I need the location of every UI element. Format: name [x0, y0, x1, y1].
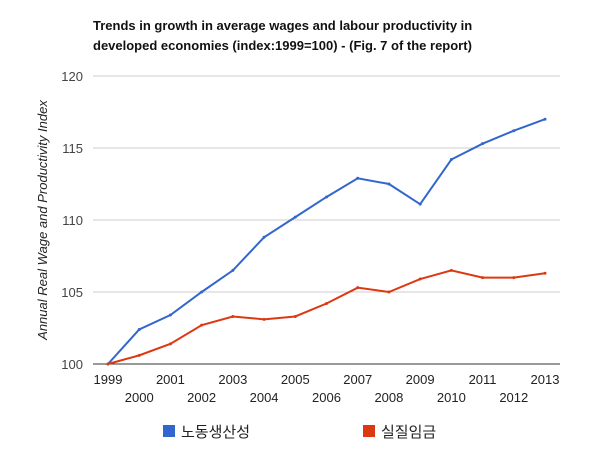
data-point	[512, 129, 516, 133]
data-point	[543, 271, 547, 275]
x-tick-label: 2000	[125, 390, 154, 405]
x-tick-label: 2005	[281, 372, 310, 387]
x-tick-label: 2003	[218, 372, 247, 387]
data-point	[356, 176, 360, 180]
x-tick-label: 2011	[469, 372, 497, 387]
data-point	[168, 313, 172, 317]
series-line-1	[107, 269, 546, 365]
data-point	[200, 290, 204, 294]
data-point	[449, 158, 453, 162]
data-point	[262, 317, 266, 321]
legend-label-1: 실질임금	[381, 424, 436, 441]
data-point	[512, 276, 516, 280]
data-point	[137, 353, 141, 357]
data-point	[231, 268, 235, 272]
legend-swatch-0	[163, 425, 175, 437]
data-point	[387, 182, 391, 186]
legend-swatch-1	[363, 425, 375, 437]
data-point	[418, 277, 422, 281]
data-point	[481, 276, 485, 280]
x-tick-label: 2001	[156, 372, 185, 387]
y-tick-label: 100	[61, 357, 83, 372]
data-point	[293, 314, 297, 318]
series-line-0	[107, 118, 546, 365]
chart-title: Trends in growth in average wages and la…	[93, 16, 472, 56]
data-point	[137, 327, 141, 331]
x-tick-label: 2010	[437, 390, 466, 405]
x-tick-label: 2013	[531, 372, 560, 387]
data-point	[325, 302, 328, 306]
y-tick-label: 105	[61, 285, 83, 300]
x-tick-label: 2004	[250, 390, 279, 405]
data-point	[106, 362, 110, 366]
x-tick-label: 2012	[499, 390, 528, 405]
data-point	[387, 290, 391, 294]
data-point	[293, 215, 297, 219]
data-point	[481, 142, 485, 146]
data-point	[262, 235, 266, 239]
x-tick-label: 1999	[94, 372, 123, 387]
data-point	[231, 314, 235, 318]
y-tick-label: 120	[61, 69, 83, 84]
data-point	[356, 286, 360, 290]
y-axis-label: Annual Real Wage and Productivity Index	[35, 100, 50, 341]
data-point	[449, 268, 453, 272]
x-tick-label: 2009	[406, 372, 435, 387]
chart-title-line-1: Trends in growth in average wages and la…	[93, 18, 473, 33]
y-tick-label: 110	[62, 213, 83, 228]
x-tick-label: 2002	[187, 390, 216, 405]
data-point	[543, 117, 547, 121]
legend-label-0: 노동생산성	[181, 424, 250, 441]
x-tick-label: 2008	[374, 390, 403, 405]
data-point	[418, 202, 422, 206]
x-tick-label: 2006	[312, 390, 341, 405]
x-tick-label: 2007	[343, 372, 372, 387]
chart-title-line-2: developed economies (index:1999=100) - (…	[93, 38, 472, 53]
data-point	[325, 195, 328, 199]
y-tick-label: 115	[62, 141, 83, 156]
data-point	[200, 323, 204, 327]
data-point	[168, 342, 172, 346]
